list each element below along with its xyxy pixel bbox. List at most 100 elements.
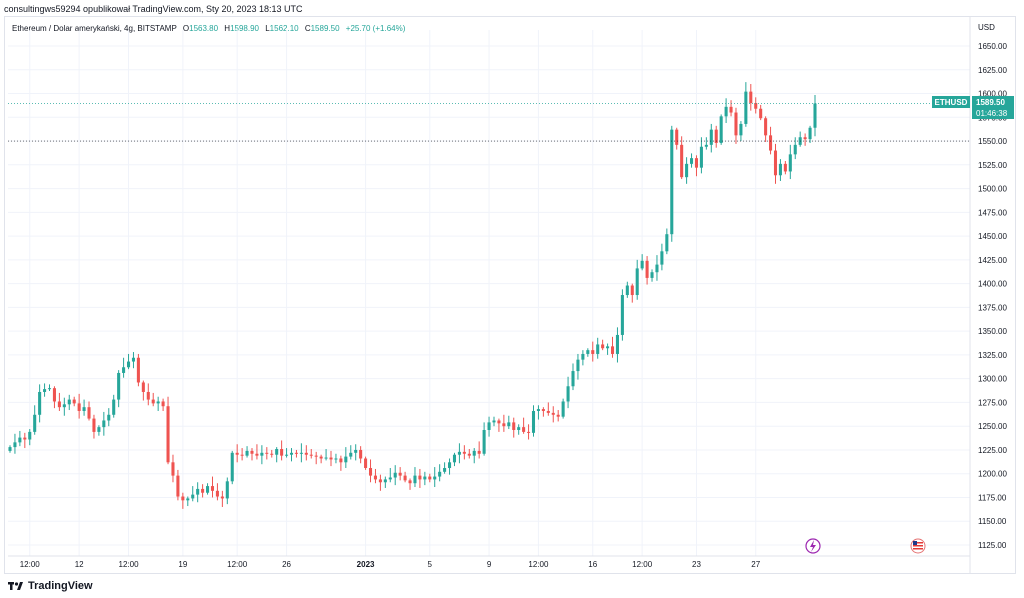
candle-body bbox=[206, 486, 210, 493]
candle-body bbox=[418, 475, 422, 480]
y-tick-label: 1375.00 bbox=[978, 303, 1007, 312]
candle bbox=[393, 465, 397, 486]
low-label: L bbox=[265, 24, 270, 33]
x-tick-label: 12:00 bbox=[20, 560, 41, 569]
candle-body bbox=[349, 452, 353, 457]
candle bbox=[551, 406, 555, 423]
candle-body bbox=[23, 437, 27, 440]
candle-body bbox=[235, 452, 239, 455]
candle-body bbox=[82, 407, 86, 411]
candle-body bbox=[324, 457, 328, 459]
candle bbox=[87, 401, 91, 421]
candle bbox=[107, 408, 111, 427]
candle bbox=[47, 384, 52, 392]
candle-body bbox=[270, 453, 274, 455]
candle bbox=[670, 125, 674, 242]
candle bbox=[156, 396, 160, 411]
candle-body bbox=[433, 476, 437, 480]
candle bbox=[610, 336, 615, 358]
candle bbox=[783, 161, 787, 175]
candle-body bbox=[57, 401, 61, 408]
candle-body bbox=[601, 344, 605, 349]
candle bbox=[161, 398, 165, 411]
candle bbox=[685, 157, 689, 184]
candle-body bbox=[171, 462, 175, 476]
candle-body bbox=[215, 490, 219, 497]
candle bbox=[146, 383, 150, 406]
candle-body bbox=[102, 420, 106, 428]
candle-body bbox=[492, 420, 496, 423]
candle-body bbox=[383, 479, 387, 483]
candle bbox=[596, 337, 600, 359]
high-label: H bbox=[224, 24, 231, 33]
candle-body bbox=[457, 451, 461, 455]
candle-body bbox=[112, 399, 116, 415]
candle-body bbox=[448, 462, 452, 469]
candle bbox=[744, 82, 748, 127]
us-flag-event-icon[interactable] bbox=[910, 538, 926, 554]
candle-body bbox=[734, 112, 738, 136]
y-tick-label: 1450.00 bbox=[978, 232, 1007, 241]
candle-body bbox=[699, 146, 703, 168]
candle bbox=[240, 448, 244, 461]
y-tick-label: 1475.00 bbox=[978, 208, 1007, 217]
candle bbox=[443, 462, 447, 474]
candle bbox=[778, 159, 782, 181]
candle bbox=[166, 396, 170, 465]
candle bbox=[344, 447, 348, 469]
candle-body bbox=[744, 91, 748, 124]
candle bbox=[77, 393, 81, 419]
candle bbox=[245, 446, 249, 458]
candle bbox=[665, 228, 669, 255]
candle-body bbox=[354, 449, 358, 453]
candle-body bbox=[813, 103, 817, 128]
candle bbox=[270, 449, 274, 458]
candle bbox=[72, 396, 76, 407]
candle bbox=[724, 98, 728, 123]
candle-body bbox=[107, 414, 111, 421]
candle-body bbox=[531, 410, 536, 433]
candle bbox=[141, 380, 145, 401]
brand-name: TradingView bbox=[28, 580, 93, 592]
candle bbox=[586, 348, 590, 357]
candle bbox=[462, 445, 466, 460]
price-tag-price: 1589.50 bbox=[976, 98, 1005, 107]
candle-body bbox=[640, 260, 644, 269]
candle-body bbox=[517, 427, 521, 430]
candle-body bbox=[694, 158, 699, 168]
candle-body bbox=[443, 468, 447, 472]
candle bbox=[749, 84, 753, 111]
candle-body bbox=[364, 458, 368, 469]
candle-body bbox=[778, 163, 782, 176]
candle bbox=[536, 405, 540, 420]
candle bbox=[349, 445, 353, 460]
candle-body bbox=[472, 450, 476, 456]
candle-body bbox=[210, 486, 215, 491]
candle-body bbox=[275, 449, 279, 455]
candle bbox=[734, 107, 738, 144]
candle-body bbox=[675, 129, 679, 145]
candle bbox=[507, 415, 511, 430]
candle bbox=[176, 469, 180, 501]
candle bbox=[803, 133, 807, 146]
candle bbox=[52, 386, 56, 409]
y-tick-label: 1225.00 bbox=[978, 446, 1007, 455]
candle-body bbox=[462, 451, 466, 454]
candle-body bbox=[769, 135, 773, 151]
candle bbox=[418, 468, 422, 488]
candle-body bbox=[309, 454, 313, 456]
candle bbox=[8, 445, 12, 453]
candle-body bbox=[507, 422, 511, 427]
candle bbox=[556, 410, 560, 422]
candle bbox=[250, 448, 254, 461]
y-tick-label: 1625.00 bbox=[978, 66, 1007, 75]
candle-body bbox=[502, 423, 506, 427]
candle-body bbox=[724, 106, 728, 117]
lightning-event-icon[interactable] bbox=[805, 538, 821, 554]
published-by-line: consultingws59294 opublikował TradingVie… bbox=[4, 4, 303, 14]
candle-body bbox=[788, 154, 792, 172]
candle bbox=[43, 383, 47, 397]
candle-body bbox=[181, 496, 185, 501]
candle bbox=[635, 259, 639, 300]
